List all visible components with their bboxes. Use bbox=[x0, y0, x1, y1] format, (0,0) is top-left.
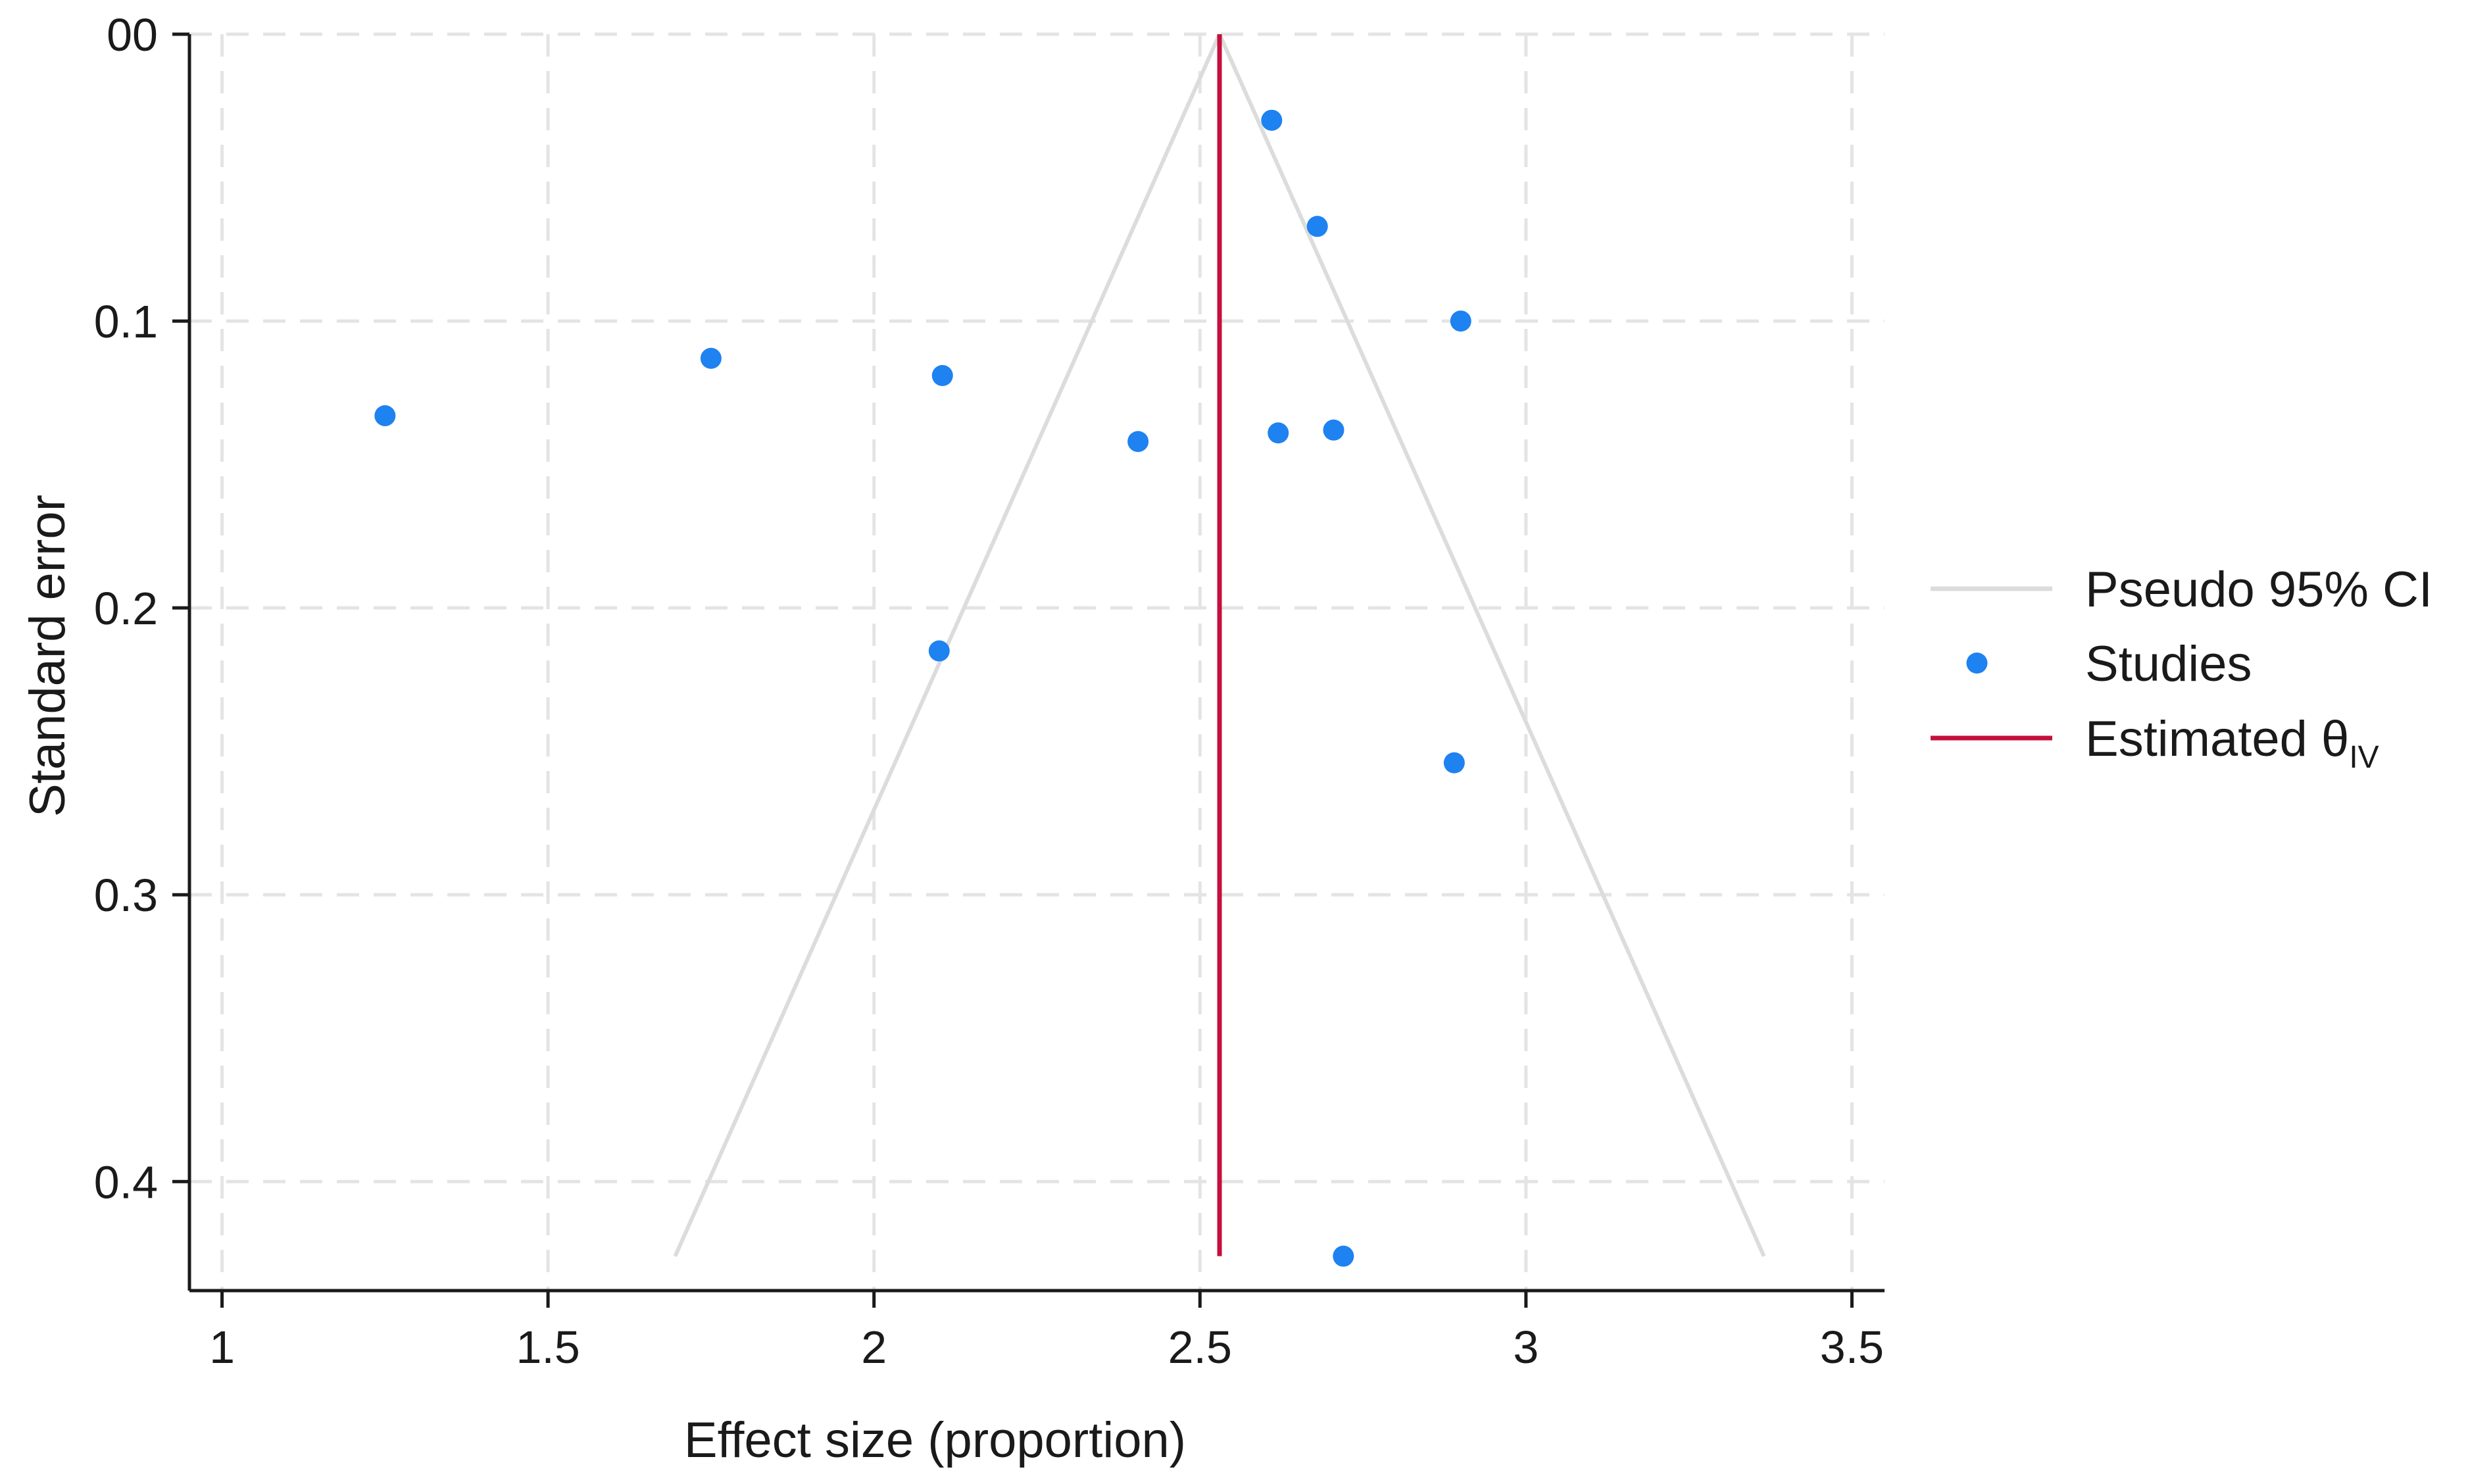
x-tick-label-1: 1.5 bbox=[516, 1322, 580, 1373]
x-axis-ticks: 1 1.5 2 2.5 3 3.5 bbox=[209, 1291, 1884, 1373]
study-point-5 bbox=[374, 405, 396, 426]
study-point-2 bbox=[1450, 310, 1471, 332]
legend-label-main-2: Estimated θ bbox=[2085, 711, 2349, 767]
legend-label-subscript-2: IV bbox=[2349, 740, 2379, 775]
study-point-11 bbox=[1333, 1245, 1354, 1267]
study-points bbox=[374, 109, 1471, 1267]
x-axis-title: Effect size (proportion) bbox=[684, 1412, 1186, 1468]
study-point-4 bbox=[931, 364, 953, 386]
study-point-0 bbox=[1261, 109, 1283, 131]
y-axis-title: Standard error bbox=[20, 495, 76, 817]
study-point-8 bbox=[1323, 419, 1344, 441]
x-tick-label-4: 3 bbox=[1513, 1322, 1539, 1373]
grid-lines bbox=[189, 32, 1885, 1291]
study-point-6 bbox=[1127, 431, 1149, 453]
y-tick-label-3: 0.3 bbox=[94, 870, 158, 921]
y-tick-label-0: 00 bbox=[107, 9, 158, 61]
x-tick-label-5: 3.5 bbox=[1820, 1322, 1884, 1373]
y-tick-label-4: 0.4 bbox=[94, 1156, 158, 1208]
study-point-7 bbox=[1268, 422, 1289, 444]
study-point-3 bbox=[700, 347, 722, 369]
y-tick-label-1: 0.1 bbox=[94, 296, 158, 347]
x-tick-label-3: 2.5 bbox=[1168, 1322, 1232, 1373]
legend-swatch-1 bbox=[1966, 653, 1988, 674]
x-tick-label-2: 2 bbox=[861, 1322, 887, 1373]
pseudo-ci-right-line bbox=[1218, 33, 1766, 1257]
study-point-1 bbox=[1306, 216, 1328, 237]
legend-label-1: Studies bbox=[2085, 636, 2252, 692]
legend: Pseudo 95% CI Studies Estimated θIV bbox=[1931, 562, 2432, 775]
legend-label-main-1: Studies bbox=[2085, 636, 2252, 692]
y-axis-ticks: 00 0.1 0.2 0.3 0.4 bbox=[94, 9, 189, 1208]
study-point-9 bbox=[928, 640, 950, 662]
y-tick-label-2: 0.2 bbox=[94, 583, 158, 634]
legend-label-2: Estimated θIV bbox=[2085, 711, 2379, 775]
legend-label-main-0: Pseudo 95% CI bbox=[2085, 562, 2432, 618]
axes bbox=[187, 34, 1885, 1293]
legend-label-0: Pseudo 95% CI bbox=[2085, 562, 2432, 618]
x-tick-label-0: 1 bbox=[209, 1322, 235, 1373]
study-point-10 bbox=[1443, 752, 1465, 774]
